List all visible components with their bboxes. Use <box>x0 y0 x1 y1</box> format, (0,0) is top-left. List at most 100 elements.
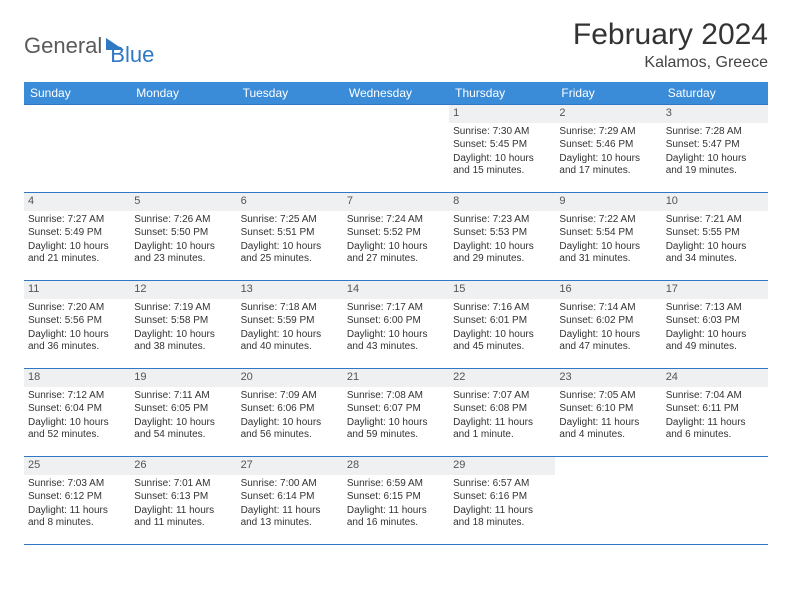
sunrise-line: Sunrise: 7:27 AM <box>28 214 126 227</box>
day-number: 25 <box>24 457 130 475</box>
logo-text-blue: Blue <box>110 24 154 68</box>
sunrise-line: Sunrise: 7:13 AM <box>666 302 764 315</box>
calendar-cell: 2Sunrise: 7:29 AMSunset: 5:46 PMDaylight… <box>555 105 661 193</box>
weekday-header: Friday <box>555 82 661 105</box>
calendar-cell: 27Sunrise: 7:00 AMSunset: 6:14 PMDayligh… <box>237 457 343 545</box>
daylight-line: Daylight: 11 hours and 16 minutes. <box>347 505 445 530</box>
calendar-cell: 16Sunrise: 7:14 AMSunset: 6:02 PMDayligh… <box>555 281 661 369</box>
daylight-line: Daylight: 10 hours and 27 minutes. <box>347 241 445 266</box>
day-number: 10 <box>662 193 768 211</box>
day-number: 29 <box>449 457 555 475</box>
sunset-line: Sunset: 6:14 PM <box>241 491 339 504</box>
daylight-line: Daylight: 10 hours and 54 minutes. <box>134 417 232 442</box>
calendar-cell <box>24 105 130 193</box>
calendar-cell: 6 Sunrise: 7:25 AMSunset: 5:51 PMDaylight… <box>237 193 343 281</box>
calendar-cell: 4Sunrise: 7:27 AMSunset: 5:49 PMDaylight… <box>24 193 130 281</box>
day-number: 6 <box>237 193 343 211</box>
calendar-row: 4Sunrise: 7:27 AMSunset: 5:49 PMDaylight… <box>24 193 768 281</box>
sunset-line: Sunset: 6:02 PM <box>559 315 657 328</box>
sunrise-line: Sunrise: 6:59 AM <box>347 478 445 491</box>
calendar-cell: 12Sunrise: 7:19 AMSunset: 5:58 PMDayligh… <box>130 281 236 369</box>
day-number: 19 <box>130 369 236 387</box>
daylight-line: Daylight: 10 hours and 25 minutes. <box>241 241 339 266</box>
weekday-header: Thursday <box>449 82 555 105</box>
day-number: 3 <box>662 105 768 123</box>
calendar-cell: 19Sunrise: 7:11 AMSunset: 6:05 PMDayligh… <box>130 369 236 457</box>
day-number: 11 <box>24 281 130 299</box>
sunset-line: Sunset: 5:54 PM <box>559 227 657 240</box>
day-number: 20 <box>237 369 343 387</box>
day-number: 12 <box>130 281 236 299</box>
daylight-line: Daylight: 10 hours and 47 minutes. <box>559 329 657 354</box>
sunset-line: Sunset: 6:10 PM <box>559 403 657 416</box>
sunset-line: Sunset: 6:08 PM <box>453 403 551 416</box>
weekday-header: Monday <box>130 82 236 105</box>
day-number: 1 <box>449 105 555 123</box>
day-number: 26 <box>130 457 236 475</box>
daylight-line: Daylight: 10 hours and 34 minutes. <box>666 241 764 266</box>
sunrise-line: Sunrise: 7:28 AM <box>666 126 764 139</box>
sunrise-line: Sunrise: 7:29 AM <box>559 126 657 139</box>
weekday-header: Saturday <box>662 82 768 105</box>
location-label: Kalamos, Greece <box>573 54 768 72</box>
logo-text-general: General <box>24 33 102 59</box>
sunset-line: Sunset: 5:45 PM <box>453 139 551 152</box>
daylight-line: Daylight: 11 hours and 13 minutes. <box>241 505 339 530</box>
daylight-line: Daylight: 10 hours and 29 minutes. <box>453 241 551 266</box>
daylight-line: Daylight: 10 hours and 40 minutes. <box>241 329 339 354</box>
sunrise-line: Sunrise: 7:22 AM <box>559 214 657 227</box>
sunset-line: Sunset: 6:15 PM <box>347 491 445 504</box>
calendar-cell: 5Sunrise: 7:26 AMSunset: 5:50 PMDaylight… <box>130 193 236 281</box>
calendar-cell: 18Sunrise: 7:12 AMSunset: 6:04 PMDayligh… <box>24 369 130 457</box>
sunset-line: Sunset: 6:05 PM <box>134 403 232 416</box>
day-number: 23 <box>555 369 661 387</box>
calendar-cell: 14Sunrise: 7:17 AMSunset: 6:00 PMDayligh… <box>343 281 449 369</box>
daylight-line: Daylight: 10 hours and 52 minutes. <box>28 417 126 442</box>
sunrise-line: Sunrise: 7:01 AM <box>134 478 232 491</box>
calendar-cell: 3 Sunrise: 7:28 AMSunset: 5:47 PMDaylight… <box>662 105 768 193</box>
calendar-cell: 1Sunrise: 7:30 AMSunset: 5:45 PMDaylight… <box>449 105 555 193</box>
daylight-line: Daylight: 10 hours and 19 minutes. <box>666 153 764 178</box>
calendar-cell: 7Sunrise: 7:24 AMSunset: 5:52 PMDaylight… <box>343 193 449 281</box>
day-number: 7 <box>343 193 449 211</box>
sunset-line: Sunset: 5:53 PM <box>453 227 551 240</box>
weekday-header: Sunday <box>24 82 130 105</box>
sunset-line: Sunset: 5:51 PM <box>241 227 339 240</box>
weekday-header-row: Sunday Monday Tuesday Wednesday Thursday… <box>24 82 768 105</box>
calendar-cell <box>343 105 449 193</box>
sunrise-line: Sunrise: 7:25 AM <box>241 214 339 227</box>
daylight-line: Daylight: 10 hours and 45 minutes. <box>453 329 551 354</box>
calendar-cell: 29Sunrise: 6:57 AMSunset: 6:16 PMDayligh… <box>449 457 555 545</box>
sunset-line: Sunset: 6:01 PM <box>453 315 551 328</box>
day-number: 17 <box>662 281 768 299</box>
sunset-line: Sunset: 5:59 PM <box>241 315 339 328</box>
logo: General Blue <box>24 18 154 68</box>
day-number: 8 <box>449 193 555 211</box>
sunset-line: Sunset: 5:49 PM <box>28 227 126 240</box>
sunset-line: Sunset: 5:58 PM <box>134 315 232 328</box>
sunrise-line: Sunrise: 7:30 AM <box>453 126 551 139</box>
sunset-line: Sunset: 6:03 PM <box>666 315 764 328</box>
weekday-header: Tuesday <box>237 82 343 105</box>
daylight-line: Daylight: 11 hours and 8 minutes. <box>28 505 126 530</box>
daylight-line: Daylight: 10 hours and 17 minutes. <box>559 153 657 178</box>
calendar-cell: 10Sunrise: 7:21 AMSunset: 5:55 PMDayligh… <box>662 193 768 281</box>
sunrise-line: Sunrise: 7:05 AM <box>559 390 657 403</box>
sunset-line: Sunset: 6:16 PM <box>453 491 551 504</box>
sunrise-line: Sunrise: 7:19 AM <box>134 302 232 315</box>
calendar-cell: 25Sunrise: 7:03 AMSunset: 6:12 PMDayligh… <box>24 457 130 545</box>
sunset-line: Sunset: 5:47 PM <box>666 139 764 152</box>
daylight-line: Daylight: 11 hours and 11 minutes. <box>134 505 232 530</box>
daylight-line: Daylight: 10 hours and 23 minutes. <box>134 241 232 266</box>
day-number: 16 <box>555 281 661 299</box>
calendar-cell: 23Sunrise: 7:05 AMSunset: 6:10 PMDayligh… <box>555 369 661 457</box>
sunrise-line: Sunrise: 7:03 AM <box>28 478 126 491</box>
sunset-line: Sunset: 6:00 PM <box>347 315 445 328</box>
sunset-line: Sunset: 6:06 PM <box>241 403 339 416</box>
sunset-line: Sunset: 6:11 PM <box>666 403 764 416</box>
daylight-line: Daylight: 10 hours and 56 minutes. <box>241 417 339 442</box>
sunset-line: Sunset: 5:56 PM <box>28 315 126 328</box>
daylight-line: Daylight: 11 hours and 6 minutes. <box>666 417 764 442</box>
calendar-cell: 24Sunrise: 7:04 AMSunset: 6:11 PMDayligh… <box>662 369 768 457</box>
daylight-line: Daylight: 11 hours and 1 minute. <box>453 417 551 442</box>
